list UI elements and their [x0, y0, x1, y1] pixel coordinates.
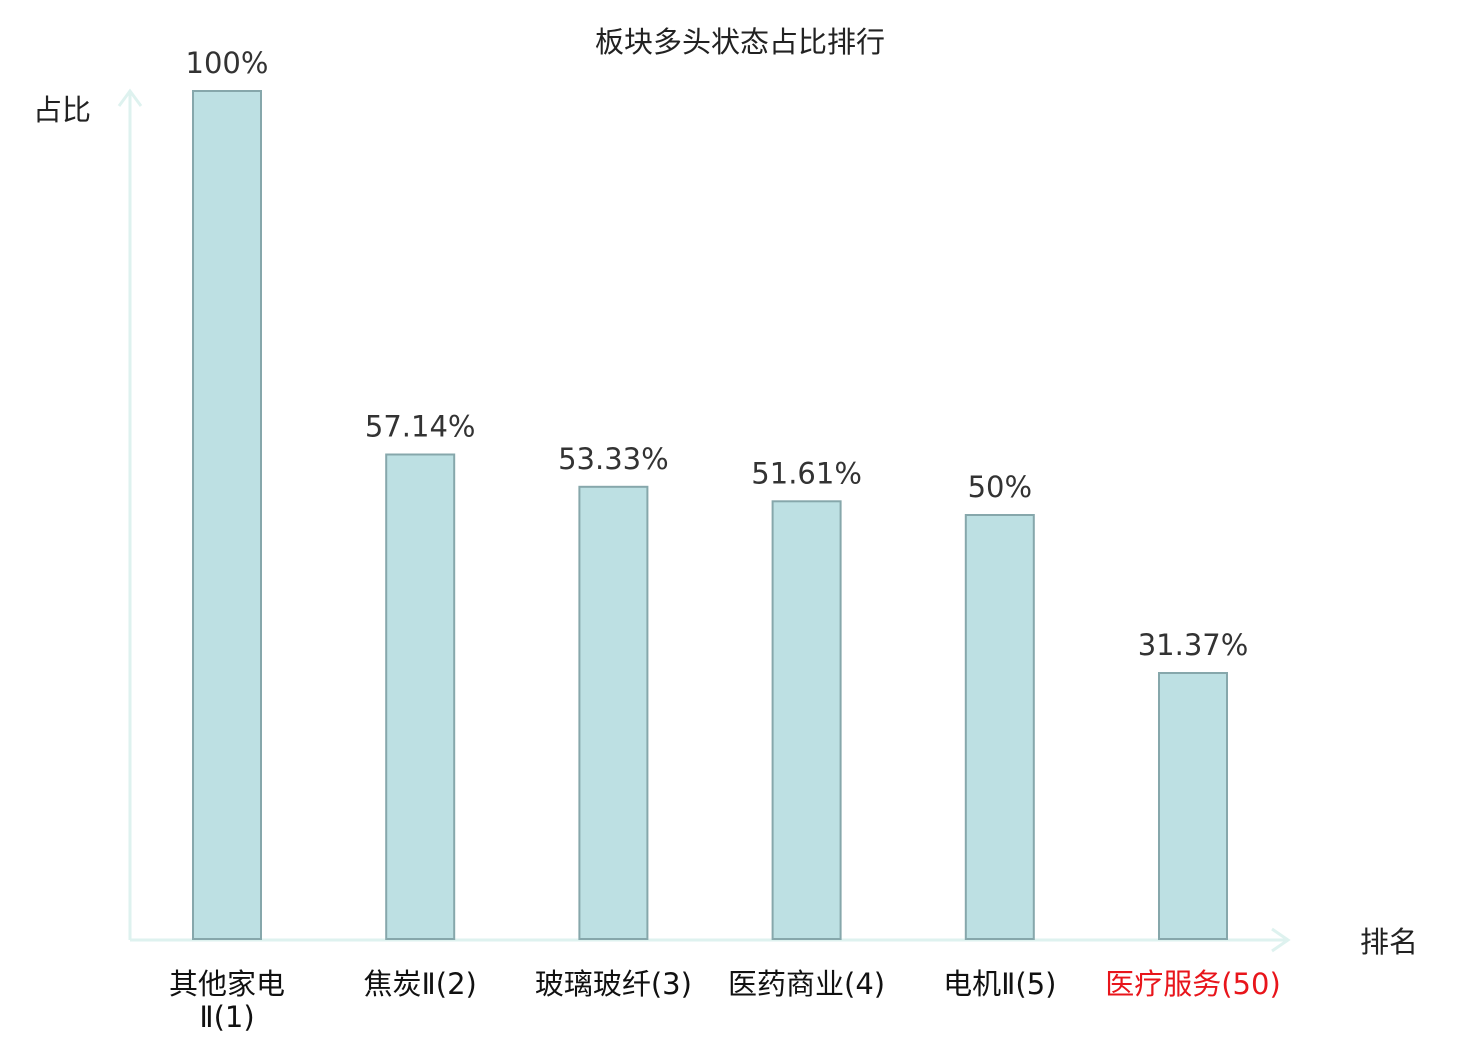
category-label-line: Ⅱ(1): [199, 1000, 254, 1034]
category-label-line: 其他家电: [169, 967, 285, 1001]
bars: [192, 90, 1228, 940]
category-label-line: 医疗服务(50): [1105, 967, 1281, 1001]
value-labels: 100% 57.14% 53.33% 51.61% 50% 31.37%: [186, 46, 1249, 662]
axes: [117, 88, 1291, 953]
bar-2: [385, 453, 456, 940]
category-labels: 其他家电 Ⅱ(1) 焦炭Ⅱ(2) 玻璃玻纤(3) 医药商业(4) 电机Ⅱ(5) 医疗服务(5…: [169, 967, 1281, 1034]
data-label-4: 51.61%: [751, 456, 862, 490]
data-label-2: 57.14%: [365, 410, 476, 444]
data-label-1: 100%: [186, 46, 269, 80]
category-label-1: 其他家电 Ⅱ(1): [169, 967, 285, 1034]
data-label-3: 53.33%: [558, 442, 669, 476]
category-label-4: 医药商业(4): [728, 967, 885, 1001]
bar-1: [192, 90, 262, 940]
bar-6: [1158, 672, 1228, 940]
category-label-line: 电机Ⅱ(5): [943, 967, 1056, 1001]
category-label-5: 电机Ⅱ(5): [943, 967, 1056, 1001]
bar-5: [964, 514, 1035, 940]
y-axis-arrow: [117, 88, 143, 107]
category-label-line: 医药商业(4): [728, 967, 885, 1001]
category-label-3: 玻璃玻纤(3): [535, 967, 692, 1001]
data-label-5: 50%: [968, 470, 1032, 504]
category-label-2: 焦炭Ⅱ(2): [364, 967, 477, 1001]
x-axis-arrow: [1271, 927, 1291, 953]
category-label-6: 医疗服务(50): [1105, 967, 1281, 1001]
bar-4: [771, 500, 842, 940]
category-label-line: 玻璃玻纤(3): [535, 967, 692, 1001]
bar-3: [578, 485, 649, 940]
chart-title: 板块多头状态占比排行: [595, 25, 885, 59]
y-axis-label: 占比: [33, 93, 91, 127]
x-axis-label: 排名: [1360, 925, 1418, 959]
data-label-6: 31.37%: [1138, 628, 1249, 662]
category-label-line: 焦炭Ⅱ(2): [364, 967, 477, 1001]
